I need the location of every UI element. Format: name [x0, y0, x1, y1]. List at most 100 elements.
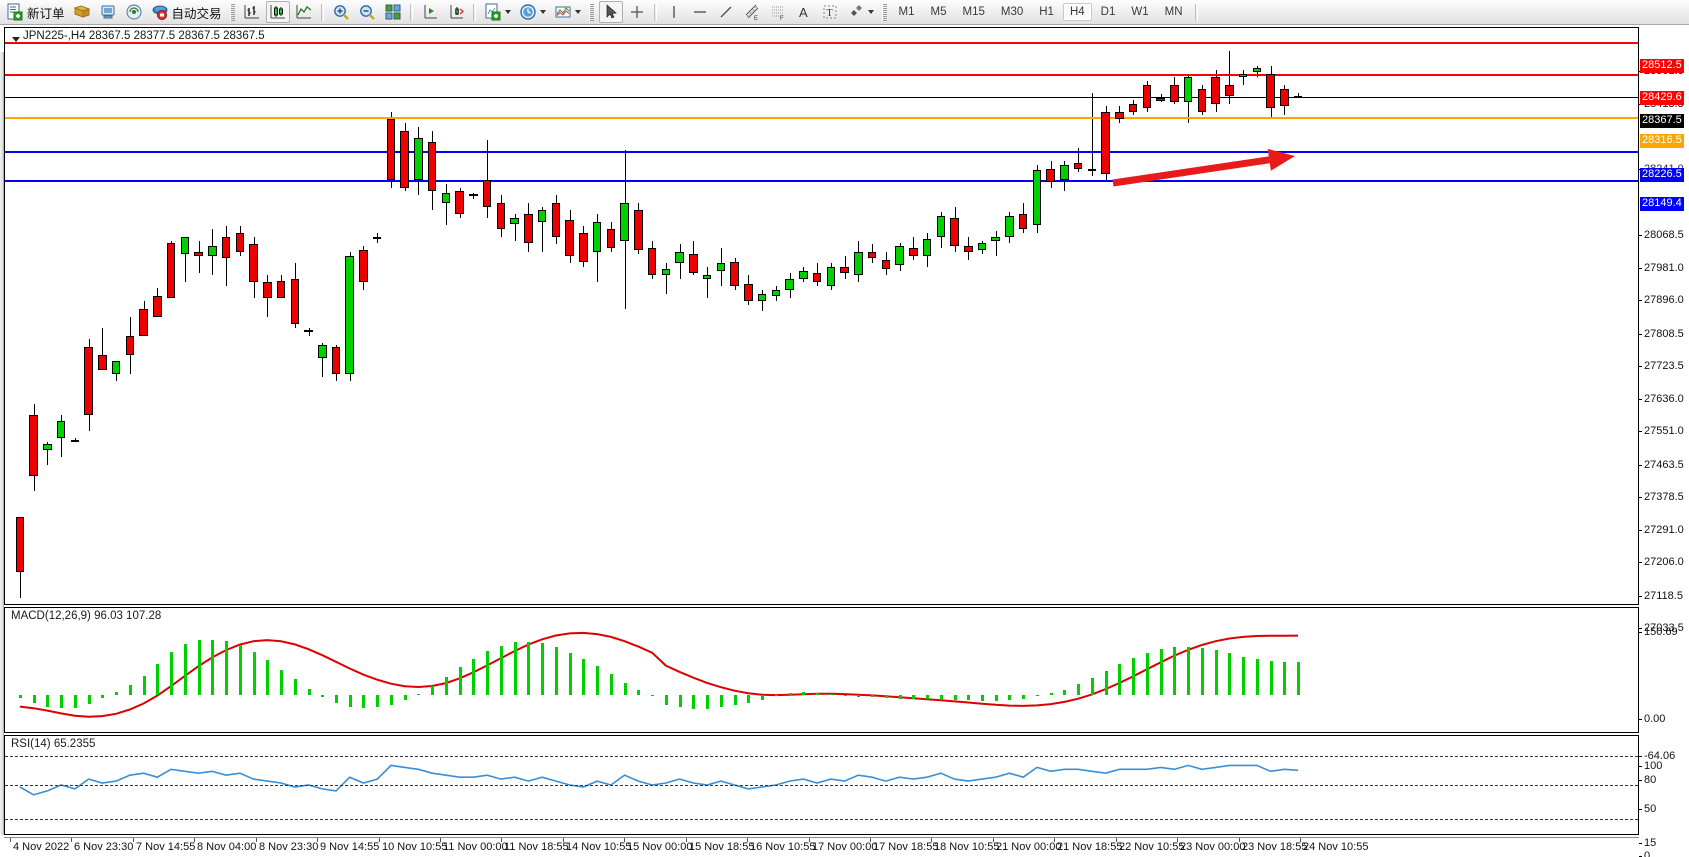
text-button[interactable]: A	[792, 1, 816, 23]
candle-bearish	[455, 191, 464, 215]
macd-histogram-bar	[679, 695, 682, 708]
signals-button[interactable]	[122, 1, 146, 23]
timeframe-m5[interactable]: M5	[930, 6, 947, 18]
line-chart-button[interactable]	[292, 1, 316, 23]
templates-button[interactable]	[551, 1, 584, 23]
level-line-pivot[interactable]	[5, 116, 1638, 119]
toolbar-grip-2[interactable]	[588, 3, 594, 21]
candle-bullish	[1238, 73, 1248, 78]
clock-icon	[519, 4, 536, 20]
templates-chevron-down-icon[interactable]	[574, 10, 581, 14]
cursor-button[interactable]	[598, 1, 623, 23]
timeframe-h4[interactable]: H4	[1062, 3, 1092, 21]
price-tag-resistance-2[interactable]: 28512.5	[1640, 59, 1684, 74]
objects-chevron-down-icon[interactable]	[867, 10, 874, 14]
timeframe-m15[interactable]: M15	[962, 6, 985, 18]
equidistant-channel-button[interactable]: E	[740, 1, 764, 23]
time-label: 11 Nov 18:55	[504, 841, 569, 853]
zoom-in-button[interactable]	[329, 1, 353, 23]
level-line-resistance-1[interactable]	[5, 73, 1638, 76]
candle-bullish	[661, 269, 671, 275]
new-chart-chevron-down-icon[interactable]	[504, 10, 511, 14]
chart-scroll-strip[interactable]	[0, 52, 4, 835]
crosshair-button[interactable]	[625, 1, 649, 23]
bar-chart-button[interactable]	[240, 1, 264, 23]
rsi-pane[interactable]: RSI(14) 65.2355	[4, 735, 1639, 835]
price-tag-current-price[interactable]: 28367.5	[1640, 114, 1684, 129]
macd-histogram-bar	[1201, 648, 1204, 695]
objects-button[interactable]	[844, 1, 877, 23]
price-tag-support-2[interactable]: 28149.4	[1640, 197, 1684, 212]
folder-button[interactable]	[70, 1, 94, 23]
signals-icon	[126, 4, 142, 20]
macd-histogram-bar	[376, 695, 379, 707]
macd-pane[interactable]: MACD(12,26,9) 96.03 107.28	[4, 607, 1639, 733]
auto-trading-button[interactable]: 自动交易	[148, 1, 225, 23]
macd-histogram-bar	[940, 695, 943, 700]
time-label: 6 Nov 23:30	[74, 841, 134, 853]
timeframe-mn[interactable]: MN	[1164, 6, 1183, 18]
level-line-current-price[interactable]	[5, 97, 1638, 99]
robot-icon	[152, 5, 168, 20]
period-chevron-down-icon[interactable]	[539, 10, 546, 14]
macd-histogram-bar	[1160, 649, 1163, 695]
chart-shift-icon	[450, 5, 464, 19]
candle-bearish	[689, 253, 698, 273]
candle-bullish	[771, 290, 781, 296]
timeframe-m30[interactable]: M30	[1000, 6, 1024, 18]
new-chart-button[interactable]	[481, 1, 514, 23]
macd-histogram-bar	[1228, 653, 1231, 695]
rsi-line	[19, 764, 1299, 796]
macd-histogram-bar	[995, 695, 998, 702]
macd-histogram-bar	[1050, 693, 1053, 695]
level-line-support-1[interactable]	[5, 150, 1638, 153]
macd-histogram-bar	[101, 695, 104, 699]
price-tag-pivot[interactable]: 28316.5	[1640, 133, 1684, 148]
candlestick-chart-button[interactable]	[265, 1, 290, 23]
symbol-dropdown-caret-icon[interactable]	[12, 37, 20, 42]
horizontal-line-button[interactable]	[688, 1, 712, 23]
time-label: 17 Nov 18:55	[873, 841, 939, 853]
macd-histogram-bar	[445, 676, 448, 695]
level-line-support-2[interactable]	[5, 180, 1638, 183]
candle-bearish	[290, 278, 300, 325]
time-axis[interactable]: 4 Nov 2022 6 Nov 23:30 7 Nov 14:55 8 Nov 04…	[4, 837, 1639, 857]
price-tag-resistance-1[interactable]: 28429.6	[1640, 90, 1684, 105]
macd-histogram-bar	[1283, 662, 1286, 695]
candle-bearish	[249, 244, 258, 283]
period-button[interactable]	[516, 1, 549, 23]
timeframe-w1[interactable]: W1	[1131, 6, 1149, 18]
candle-bearish	[1225, 84, 1234, 97]
trendline-button[interactable]	[714, 1, 738, 23]
price-scale[interactable]: 28501.028413.528068.527981.027896.027808…	[1639, 52, 1689, 634]
macd-histogram-bar	[404, 695, 407, 701]
price-tag-support-1[interactable]: 28226.5	[1640, 167, 1684, 182]
terminal-button[interactable]	[96, 1, 120, 23]
candle-bullish	[1252, 67, 1262, 72]
macd-histogram-bar	[239, 645, 242, 695]
timeframe-h1[interactable]: H1	[1039, 6, 1054, 18]
new-order-button[interactable]: 新订单	[3, 1, 68, 23]
candle-bearish	[84, 347, 93, 416]
timeframe-d1[interactable]: D1	[1100, 6, 1116, 18]
vertical-line-button[interactable]	[662, 1, 686, 23]
candle-bearish	[276, 280, 286, 298]
macd-histogram-bar	[775, 695, 778, 697]
time-label: 11 Nov 00:00	[443, 841, 508, 853]
auto-scroll-button[interactable]	[418, 1, 442, 23]
time-tick	[379, 838, 380, 842]
price-pane[interactable]: JPN225-,H4 28367.5 28377.5 28367.5 28367…	[4, 27, 1639, 605]
tile-windows-button[interactable]	[381, 1, 405, 23]
fibonacci-button[interactable]: F	[766, 1, 790, 23]
toolbar-grip-1[interactable]	[229, 3, 235, 21]
zoom-out-button[interactable]	[355, 1, 379, 23]
toolbar-grip-3[interactable]	[881, 3, 887, 21]
level-line-resistance-2[interactable]	[5, 42, 1638, 45]
timeframe-m1[interactable]: M1	[898, 6, 915, 18]
fibonacci-icon: F	[771, 6, 784, 22]
candle-bearish	[400, 130, 409, 188]
chart-shift-button[interactable]	[444, 1, 468, 23]
text-label-button[interactable]: T	[818, 1, 842, 23]
macd-tick: 150.69	[1639, 626, 1678, 638]
uptrend-arrow[interactable]	[5, 28, 1638, 604]
